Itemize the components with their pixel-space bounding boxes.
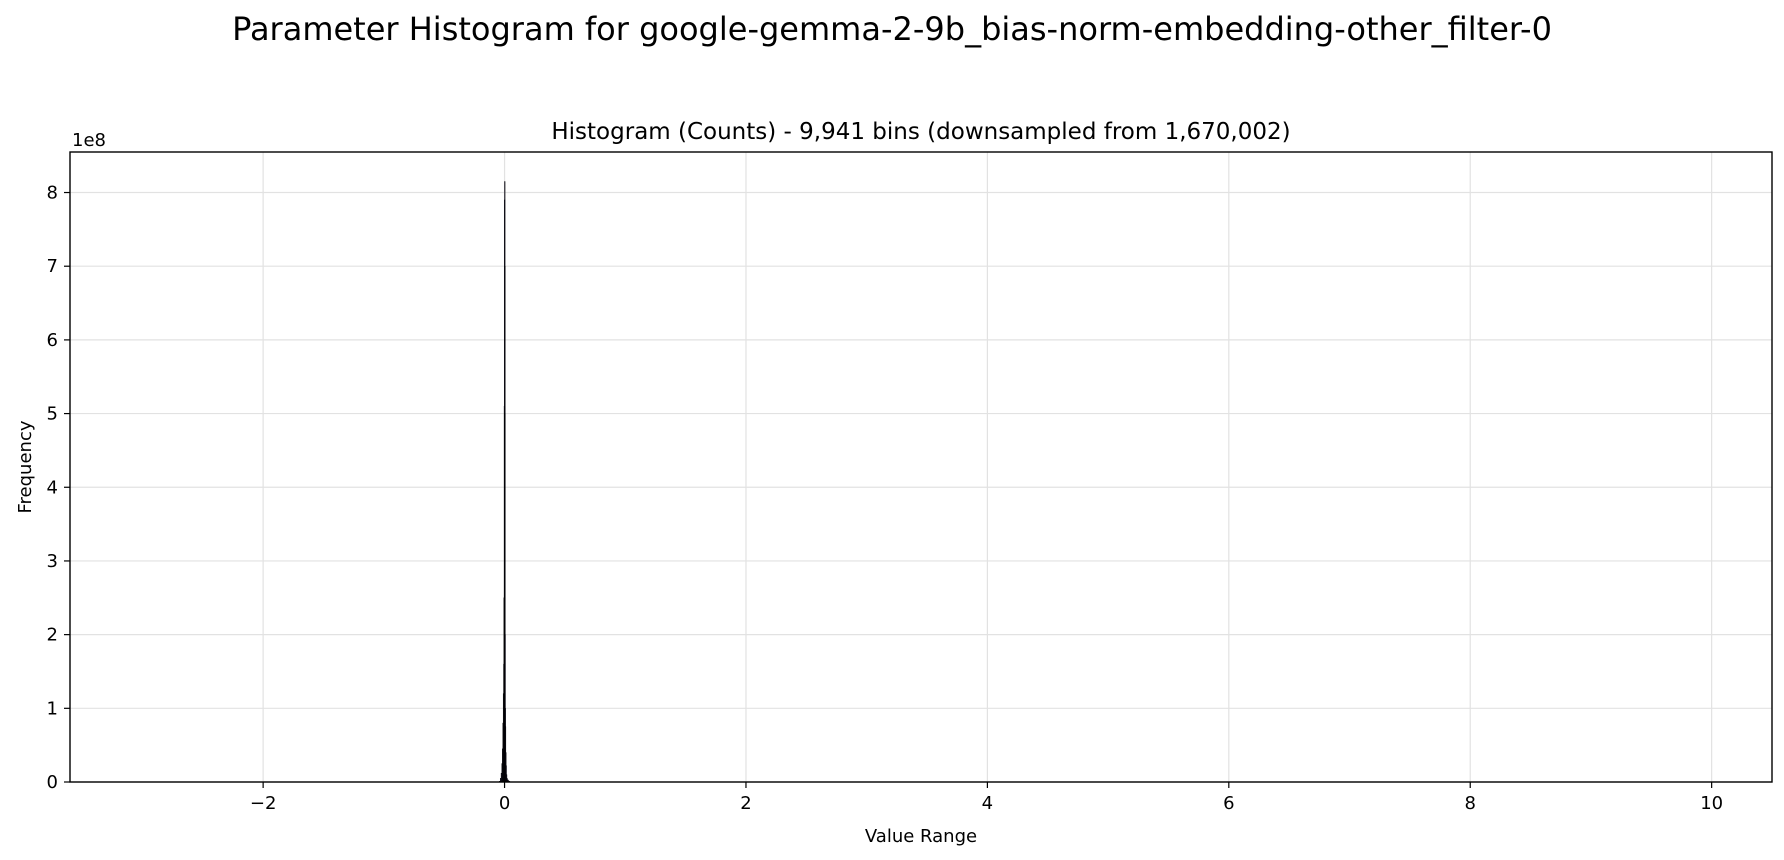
plot-frame xyxy=(69,151,1773,783)
x-tick-label: 8 xyxy=(1465,793,1476,814)
y-tick-label: 4 xyxy=(47,477,58,498)
x-tick-label: 4 xyxy=(982,793,993,814)
chart-suptitle: Parameter Histogram for google-gemma-2-9… xyxy=(232,10,1552,48)
y-tick-label: 1 xyxy=(47,698,58,719)
y-tick-label: 0 xyxy=(47,772,58,793)
chart-title: Histogram (Counts) - 9,941 bins (downsam… xyxy=(551,119,1290,145)
y-offset-label: 1e8 xyxy=(72,130,106,151)
histogram-bars xyxy=(499,181,511,783)
x-tick-label: 10 xyxy=(1700,793,1723,814)
axis-ticks: −2 0 2 4 6 8 10 0 1 2 3 4 5 6 7 8 xyxy=(47,183,1724,814)
x-axis-label: Value Range xyxy=(865,826,977,847)
y-tick-label: 8 xyxy=(47,183,58,204)
grid xyxy=(70,152,1772,783)
x-tick-label: 0 xyxy=(499,793,510,814)
x-tick-label: −2 xyxy=(250,793,277,814)
x-tick-label: 2 xyxy=(740,793,751,814)
y-tick-label: 5 xyxy=(47,404,58,425)
y-tick-label: 3 xyxy=(47,551,58,572)
y-tick-label: 2 xyxy=(47,625,58,646)
y-tick-label: 7 xyxy=(47,256,58,277)
y-tick-label: 6 xyxy=(47,330,58,351)
y-axis-label: Frequency xyxy=(15,420,36,513)
x-tick-label: 6 xyxy=(1223,793,1234,814)
